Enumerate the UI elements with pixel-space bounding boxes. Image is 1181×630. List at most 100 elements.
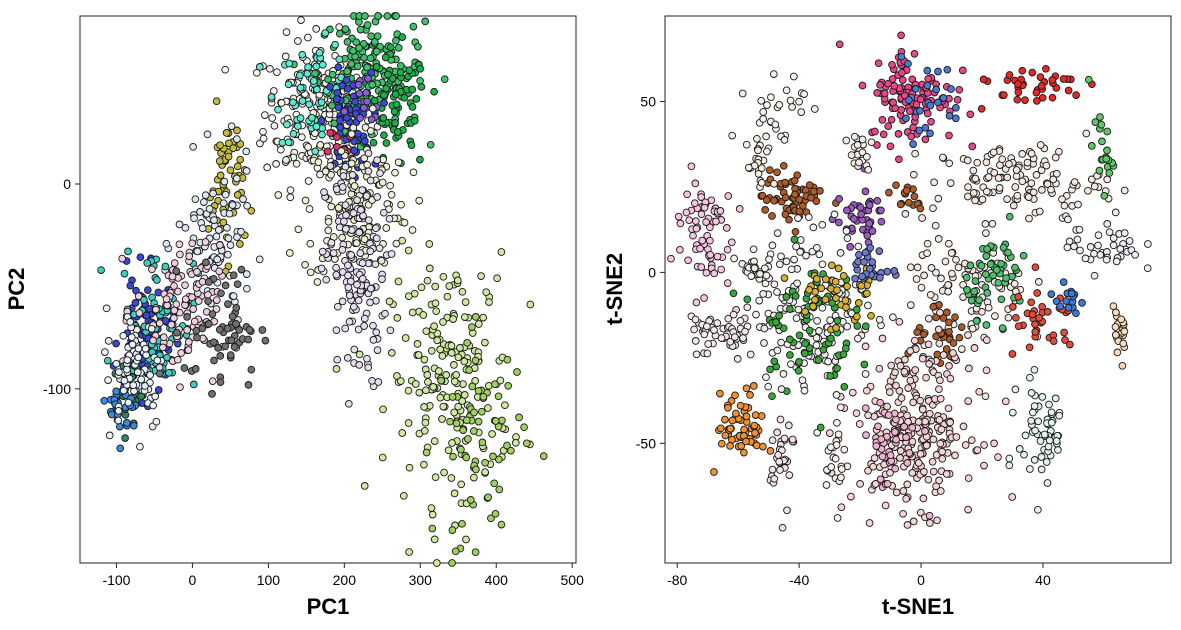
pca-point-c16 [226, 351, 235, 359]
tsne-point-c16 [934, 235, 943, 243]
pca-point-c15 [212, 296, 221, 304]
tsne-point-c30 [756, 270, 764, 278]
tsne-point-c27 [777, 385, 786, 393]
pca-point-c9 [423, 276, 432, 285]
pca-point-c1 [409, 22, 418, 31]
pca-point-c16 [223, 324, 232, 333]
tsne-point-c20 [1047, 290, 1056, 298]
tsne-point-c17 [997, 295, 1006, 304]
tsne-point-c23 [935, 416, 944, 424]
tsne-point-c28 [834, 430, 843, 439]
tsne-point-c27 [783, 506, 791, 515]
tsne-point-c17 [983, 245, 991, 253]
tsne-point-c11 [1112, 257, 1121, 266]
tsne-point-c10 [762, 132, 770, 141]
tsne-point-c13 [826, 372, 835, 380]
pca-point-c10 [437, 376, 445, 385]
pca-point-c11 [236, 155, 245, 164]
pca-point-c9 [439, 318, 447, 326]
tsne-point-c14 [801, 307, 809, 316]
tsne-point-c6 [761, 206, 770, 214]
tsne-point-c13 [852, 305, 861, 314]
pca-point-c1 [356, 25, 365, 34]
pca-point-c3 [308, 113, 316, 122]
pca-point-c10 [478, 438, 487, 447]
tsne-point-c12 [815, 327, 823, 335]
tsne-point-c12 [889, 313, 897, 322]
pca-point-c3 [321, 29, 330, 37]
pca-point-c9 [439, 272, 448, 281]
tsne-point-c13 [785, 335, 794, 344]
pca-point-c10 [466, 496, 475, 504]
tsne-point-c30 [750, 264, 759, 273]
tsne-point-c5 [1097, 120, 1106, 129]
pca-point-c3 [312, 62, 321, 71]
pca-point-c19 [128, 340, 137, 349]
pca-point-c9 [493, 274, 501, 283]
pca-point-c16 [244, 381, 253, 389]
pca-point-c8 [362, 192, 371, 200]
pca-point-c17 [121, 434, 129, 442]
pca-point-c9 [419, 311, 428, 319]
tsne-point-c13 [819, 345, 828, 354]
tsne-point-c12 [773, 229, 782, 237]
pca-point-c3 [296, 83, 305, 92]
pca-y-ticks: -100 0 [43, 176, 80, 397]
tsne-point-c2 [1048, 76, 1057, 84]
pca-point-c10 [451, 547, 460, 556]
tsne-point-c13 [800, 349, 809, 358]
pca-point-c7 [327, 170, 335, 179]
pca-point-c19 [141, 382, 149, 390]
tsne-point-c26 [1051, 394, 1060, 403]
tsne-point-c12 [798, 376, 807, 385]
tsne-point-c1 [926, 129, 934, 138]
tsne-point-c4 [963, 156, 972, 165]
pca-point-c16 [261, 336, 270, 345]
tsne-point-c4 [909, 170, 918, 179]
tsne-point-c25 [717, 439, 726, 448]
tsne-point-c17 [967, 296, 976, 305]
tsne-point-c0 [907, 132, 916, 141]
tsne-point-c23 [935, 339, 944, 348]
pca-point-c12 [219, 199, 228, 208]
pca-point-c8 [360, 322, 368, 330]
tsne-point-c14 [821, 295, 830, 304]
tsne-point-c6 [781, 193, 790, 202]
tsne-point-c0 [888, 60, 896, 69]
pca-point-c6 [323, 147, 332, 156]
pca-point-c4 [326, 82, 334, 91]
tsne-point-c0 [945, 131, 953, 140]
tsne-point-c4 [911, 149, 919, 158]
pca-point-c1 [368, 80, 377, 89]
tsne-point-c6 [791, 190, 799, 199]
tsne-point-c23 [964, 505, 972, 514]
tsne-point-c1 [902, 114, 910, 123]
tsne-point-c2 [979, 75, 988, 84]
pca-point-c16 [172, 267, 181, 275]
pca-point-c8 [364, 167, 373, 176]
tsne-point-c24 [908, 423, 917, 432]
pca-point-c8 [341, 201, 350, 209]
tsne-point-c4 [1018, 177, 1027, 186]
tsne-point-c29 [867, 138, 876, 147]
pca-point-c3 [289, 98, 297, 107]
tsne-point-c4 [1032, 171, 1041, 179]
tsne-point-c5 [1098, 137, 1106, 146]
tsne-point-c14 [863, 289, 871, 298]
tsne-point-c4 [934, 194, 943, 203]
tsne-point-c19 [1043, 308, 1052, 316]
tsne-point-c25 [751, 411, 760, 419]
tsne-point-c1 [911, 85, 920, 93]
tsne-point-c22 [690, 325, 698, 334]
tsne-point-c1 [934, 98, 942, 107]
pca-point-c9 [422, 386, 430, 395]
tsne-point-c23 [975, 387, 984, 396]
pca-point-c9 [438, 352, 447, 360]
pca-x-tick-label: 200 [333, 572, 357, 588]
tsne-point-c11 [1120, 229, 1129, 237]
pca-point-c3 [298, 97, 307, 105]
pca-point-c10 [472, 465, 480, 474]
pca-point-c3 [295, 71, 304, 80]
tsne-point-c25 [740, 425, 748, 434]
pca-point-c7 [387, 190, 396, 199]
